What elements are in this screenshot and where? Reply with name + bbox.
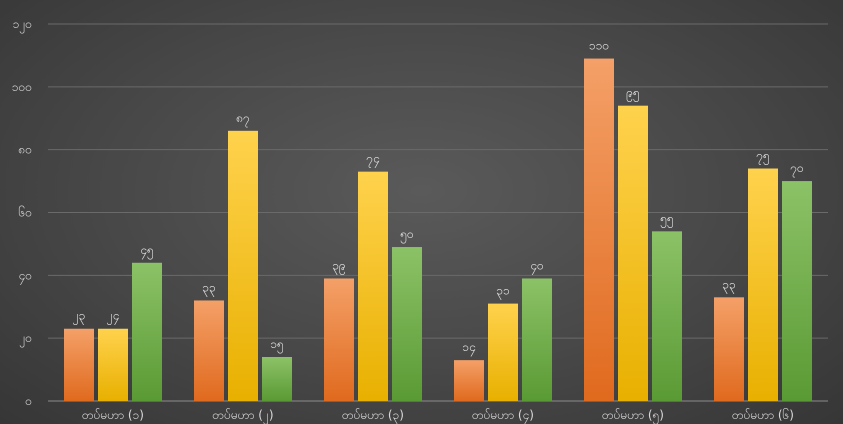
bar [324, 278, 354, 401]
x-tick-label: တပ်မဟာ (၅) [602, 407, 664, 424]
y-tick-label: ၆၀ [19, 205, 33, 220]
data-label: ၁၄ [462, 340, 476, 357]
data-label: ၁၅ [270, 337, 284, 354]
bar [454, 360, 484, 401]
data-label: ၇၄ [366, 152, 380, 169]
y-tick-label: ၂၀ [19, 331, 32, 348]
y-axis-ticks: ၀ ၂၀ ၄၀ ၆၀ ၈၀ ၁၀၀ ၁၂၀ [12, 17, 32, 408]
data-label: ၅၅ [660, 211, 674, 228]
data-label: ၇၀ [790, 161, 804, 178]
y-tick-label: ၈၀ [18, 143, 32, 157]
data-label: ၂၃ [73, 309, 86, 326]
y-tick-label: ၁၂၀ [13, 17, 32, 34]
bar [714, 297, 744, 401]
data-label: ၃၃ [722, 277, 736, 294]
bar [262, 357, 292, 401]
data-label: ၁၁၀ [589, 39, 609, 53]
data-label: ၄၅ [140, 243, 154, 260]
data-label: ၉၅ [626, 86, 640, 103]
bar [392, 247, 422, 401]
y-tick-label: ၄၀ [19, 268, 33, 285]
bar [618, 105, 648, 401]
bars [64, 58, 812, 402]
data-label: ၂၄ [107, 309, 120, 326]
x-tick-label: တပ်မဟာ (၂) [212, 407, 273, 424]
bar [652, 231, 682, 401]
bar [358, 171, 388, 401]
data-label: ၃၁ [496, 284, 510, 301]
bar [488, 303, 518, 401]
data-label: ၄၀ [530, 258, 544, 275]
bar [98, 328, 128, 401]
bar [64, 328, 94, 401]
x-tick-label: တပ်မဟာ (၆) [732, 407, 794, 422]
x-tick-label: တပ်မဟာ (၄) [472, 407, 534, 424]
bar [522, 278, 552, 401]
y-tick-label: ၀ [25, 394, 32, 408]
x-axis-ticks: တပ်မဟာ (၁) တပ်မဟာ (၂) တပ်မဟာ (၃) တပ်မဟာ (၄)… [82, 407, 794, 424]
y-tick-label: ၁၀၀ [12, 80, 32, 94]
bar [584, 58, 614, 401]
x-tick-label: တပ်မဟာ (၃) [342, 407, 404, 424]
bar [194, 300, 224, 401]
bar [228, 130, 258, 402]
bar [782, 181, 812, 401]
gridlines [48, 23, 828, 402]
bar [132, 262, 162, 401]
data-label: ၇၅ [756, 149, 770, 166]
data-label: ၈၇ [236, 111, 250, 128]
data-label: ၅၀ [400, 227, 414, 244]
bar [748, 168, 778, 401]
x-tick-label: တပ်မဟာ (၁) [82, 407, 144, 422]
data-label: ၃၃ [202, 280, 216, 297]
data-label: ၃၉ [332, 258, 346, 275]
